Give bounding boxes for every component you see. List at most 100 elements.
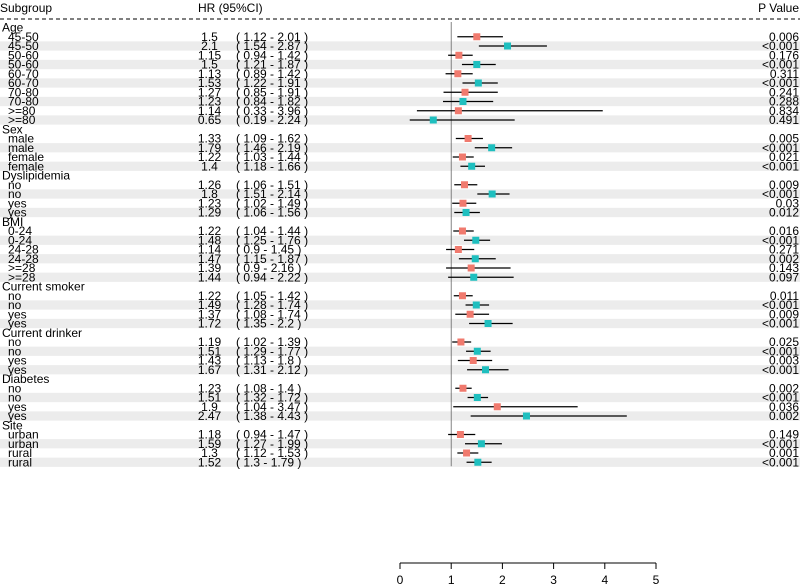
ci-upper: 2.12 — [277, 363, 301, 377]
p-value: <0.001 — [762, 455, 799, 469]
hr-value: 1.18 — [198, 428, 222, 442]
point-estimate — [454, 246, 462, 253]
row-band — [0, 235, 800, 245]
point-estimate — [484, 320, 492, 327]
p-value: 0.002 — [769, 381, 799, 395]
ci-lower: 1.54 — [243, 39, 267, 53]
row-label: yes — [8, 206, 27, 220]
ci-upper: 3.96 — [277, 104, 301, 118]
ci-text: ( 0.19 - 2.24 ) — [236, 113, 308, 127]
x-tick-label: 5 — [653, 573, 660, 586]
row-label: rural — [8, 446, 32, 460]
ci-upper: 1.47 — [277, 428, 301, 442]
row-label: no — [8, 298, 22, 312]
ci-lower: 1.27 — [243, 437, 267, 451]
ci-text: ( 0.89 - 1.42 ) — [236, 67, 308, 81]
ci-upper: 2.14 — [277, 187, 301, 201]
point-estimate — [459, 98, 467, 105]
row-band — [0, 41, 800, 51]
row-band — [0, 457, 800, 467]
ci-text: ( 1.35 - 2.2 ) — [236, 317, 301, 331]
hr-value: 1.14 — [198, 243, 222, 257]
ci-upper: 2.19 — [277, 141, 301, 155]
ci-text: ( 1.06 - 1.51 ) — [236, 178, 308, 192]
p-value: 0.006 — [769, 30, 799, 44]
ci-text: ( 1.08 - 1.74 ) — [236, 307, 308, 321]
point-estimate — [522, 412, 530, 420]
ci-upper: 1.8 — [277, 354, 294, 368]
x-tick-label: 1 — [448, 573, 455, 586]
row-band — [0, 439, 800, 449]
p-value: 0.311 — [770, 67, 799, 81]
p-value: 0.009 — [769, 307, 799, 321]
p-value: <0.001 — [762, 391, 799, 405]
ci-upper: 1.42 — [277, 289, 301, 303]
ci-upper: 1.87 — [277, 58, 301, 72]
row-label: yes — [8, 400, 27, 414]
x-tick-label: 3 — [550, 573, 557, 586]
row-band — [0, 411, 800, 421]
p-value: <0.001 — [762, 187, 799, 201]
row-label: no — [8, 391, 22, 405]
row-band — [0, 207, 800, 218]
p-value: <0.001 — [762, 317, 799, 331]
ci-upper: 2.22 — [277, 270, 301, 284]
hr-value: 1.23 — [198, 95, 222, 109]
ci-text: ( 0.33 - 3.96 ) — [236, 104, 308, 118]
row-label: yes — [8, 354, 27, 368]
ci-lower: 1.12 — [243, 30, 267, 44]
ci-text: ( 1.31 - 2.12 ) — [236, 363, 308, 377]
group-heading: Sex — [2, 122, 23, 136]
row-label: 45-50 — [8, 39, 39, 53]
x-axis: 0 1 2 3 4 5 — [397, 562, 660, 586]
point-estimate — [473, 394, 481, 401]
ci-lower: 1.22 — [243, 76, 267, 90]
ci-lower: 0.94 — [243, 270, 267, 284]
point-estimate — [458, 227, 466, 235]
hr-value: 1.5 — [201, 30, 218, 44]
ci-upper: 1.82 — [277, 95, 301, 109]
ci-lower: 1.38 — [243, 409, 267, 423]
p-value: <0.001 — [762, 233, 799, 247]
ci-upper: 1.51 — [277, 178, 301, 192]
point-estimate — [461, 181, 469, 189]
ci-lower: 1.28 — [243, 298, 267, 312]
row-label: 24-28 — [8, 243, 39, 257]
ci-text: ( 0.9 - 2.16 ) — [236, 261, 301, 275]
row-band — [0, 300, 800, 310]
point-estimate — [467, 264, 475, 272]
hr-value: 1.14 — [198, 104, 222, 118]
p-value: 0.241 — [769, 85, 799, 99]
ci-lower: 1.06 — [243, 178, 267, 192]
row-label: urban — [8, 428, 39, 442]
row-band — [0, 59, 800, 70]
ci-text: ( 1.02 - 1.39 ) — [236, 335, 308, 349]
ci-upper: 1.39 — [277, 335, 301, 349]
point-estimate — [493, 403, 501, 411]
ci-lower: 1.09 — [243, 132, 267, 146]
row-label: 24-28 — [8, 252, 39, 266]
x-tick-label: 4 — [601, 573, 608, 586]
row-label: 50-60 — [8, 48, 39, 62]
group-heading: Site — [2, 418, 23, 432]
ci-upper: 3.47 — [277, 400, 301, 414]
ci-lower: 1.08 — [243, 307, 267, 321]
p-value: 0.834 — [769, 104, 799, 118]
row-band — [0, 78, 800, 88]
hr-value: 1.43 — [198, 354, 222, 368]
row-band — [0, 115, 800, 125]
ci-lower: 0.9 — [243, 243, 260, 257]
group-heading: Dyslipidemia — [2, 169, 70, 183]
ci-upper: 1.91 — [277, 85, 301, 99]
subgroup-column-header: Subgroup — [0, 1, 52, 15]
row-label: 70-80 — [8, 95, 39, 109]
p-value: 0.143 — [769, 261, 799, 275]
ci-text: ( 1.38 - 4.43 ) — [236, 409, 308, 423]
ci-upper: 1.87 — [277, 252, 301, 266]
hr-value: 2.1 — [201, 39, 218, 53]
ci-lower: 1.15 — [243, 252, 267, 266]
point-estimate — [470, 273, 478, 281]
hr-value: 1.8 — [201, 187, 218, 201]
ci-text: ( 1.02 - 1.49 ) — [236, 196, 308, 210]
ci-text: ( 1.05 - 1.42 ) — [236, 289, 308, 303]
